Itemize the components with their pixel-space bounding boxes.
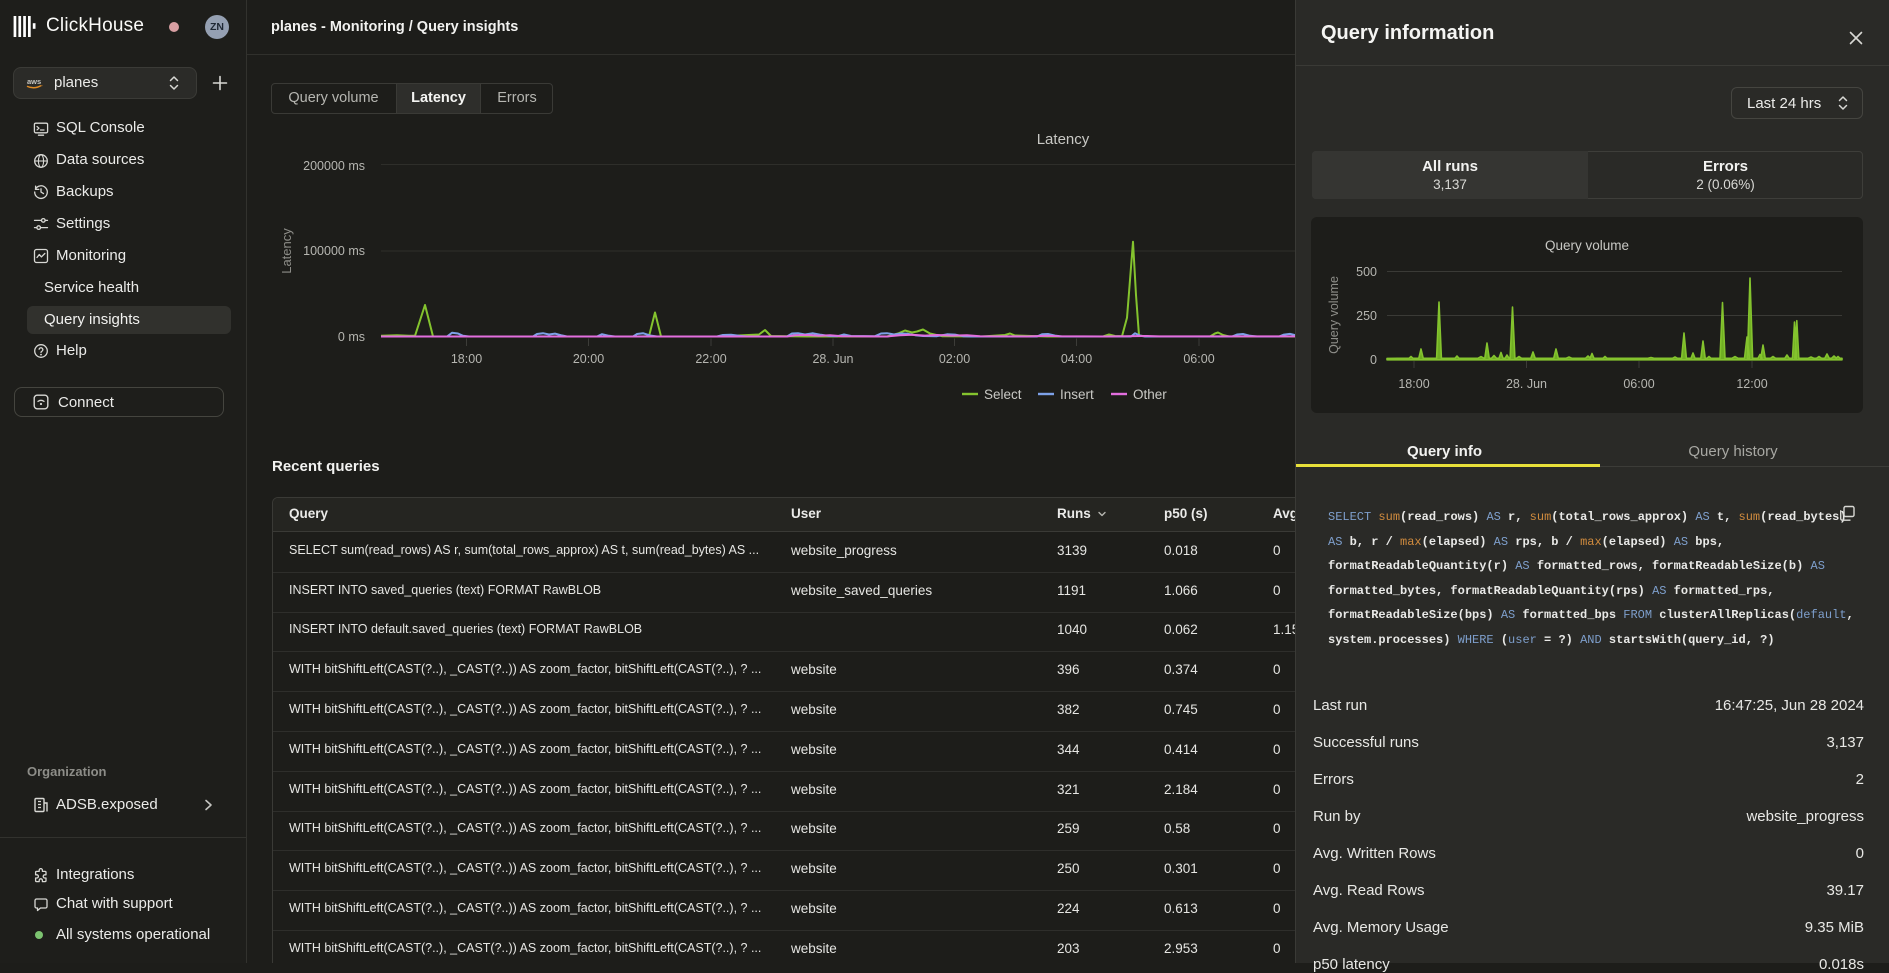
svg-text:100000 ms: 100000 ms (303, 244, 365, 258)
svg-text:aws: aws (27, 77, 41, 86)
svg-text:06:00: 06:00 (1623, 377, 1654, 391)
svg-text:0: 0 (1370, 353, 1377, 367)
svg-text:06:00: 06:00 (1183, 352, 1214, 366)
svg-text:18:00: 18:00 (1398, 377, 1429, 391)
svg-text:Other: Other (1133, 387, 1167, 402)
svg-text:Select: Select (984, 387, 1022, 402)
svg-text:28. Jun: 28. Jun (1506, 377, 1547, 391)
svg-text:02:00: 02:00 (939, 352, 970, 366)
svg-text:0 ms: 0 ms (338, 330, 365, 344)
svg-text:Query volume: Query volume (1327, 276, 1341, 354)
svg-text:18:00: 18:00 (451, 352, 482, 366)
svg-text:22:00: 22:00 (695, 352, 726, 366)
svg-text:250: 250 (1356, 309, 1377, 323)
svg-text:Latency: Latency (1037, 131, 1090, 148)
svg-text:04:00: 04:00 (1061, 352, 1092, 366)
svg-text:200000 ms: 200000 ms (303, 159, 365, 173)
svg-text:500: 500 (1356, 265, 1377, 279)
svg-text:Insert: Insert (1060, 387, 1094, 402)
svg-text:12:00: 12:00 (1736, 377, 1767, 391)
svg-text:Query volume: Query volume (1545, 238, 1629, 253)
svg-text:Latency: Latency (279, 228, 294, 274)
svg-text:20:00: 20:00 (573, 352, 604, 366)
svg-text:28. Jun: 28. Jun (812, 352, 853, 366)
